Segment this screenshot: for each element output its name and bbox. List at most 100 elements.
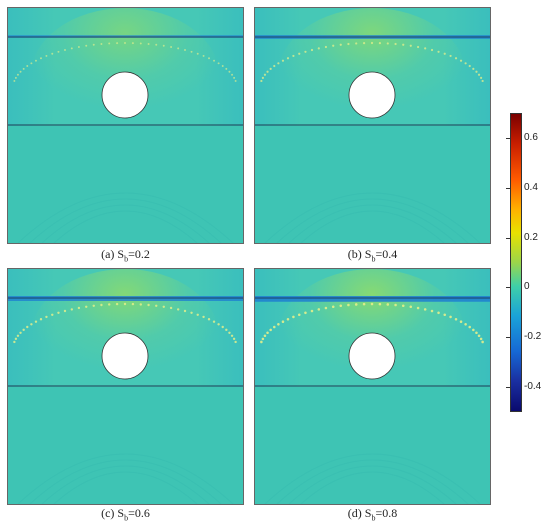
arch-marker [213, 59, 216, 62]
arch-marker [13, 79, 16, 82]
arch-marker [430, 48, 434, 52]
arch-marker [286, 57, 290, 60]
arch-marker [217, 323, 220, 326]
arch-marker [51, 52, 54, 55]
arch-marker [228, 70, 231, 73]
caption-d-label: (d) S [347, 506, 372, 520]
arch-marker [70, 308, 74, 311]
arch-marker [286, 317, 290, 321]
arch-marker [225, 328, 228, 332]
arch-marker [108, 42, 111, 45]
contour-plot-b [255, 8, 490, 243]
arch-marker [298, 52, 301, 55]
arch-marker [155, 304, 158, 307]
arch-marker [449, 54, 452, 58]
arch-marker [22, 328, 25, 332]
arch-marker [477, 334, 481, 338]
arch-marker [273, 325, 276, 329]
colorbar-tick-mark [506, 237, 510, 239]
arch-marker [260, 79, 263, 83]
arch-marker [162, 44, 165, 47]
arch-marker [40, 57, 42, 60]
arch-marker [221, 65, 224, 67]
arch-marker [22, 67, 25, 70]
arch-marker [85, 305, 88, 308]
arch-marker [202, 54, 205, 57]
arch-marker [266, 331, 269, 335]
arch-marker [394, 303, 397, 307]
lower-fan-contour [53, 471, 198, 504]
arch-marker [124, 42, 126, 44]
arch-marker [92, 43, 95, 46]
arch-marker [131, 302, 135, 306]
lower-fan-contour [276, 198, 469, 243]
colorbar-tick-mark [506, 337, 510, 339]
colorbar-tick-label: 0 [524, 281, 530, 293]
caption-d: (d) Sb=0.8 [254, 506, 491, 522]
arch-marker [481, 79, 484, 83]
lower-fan-contour [276, 459, 469, 504]
arch-marker [230, 334, 234, 337]
arch-marker [297, 313, 301, 317]
arch-marker [263, 73, 267, 76]
arch-marker [281, 320, 285, 323]
arch-marker [475, 70, 478, 73]
arch-marker [207, 318, 211, 321]
lower-fan-contour [17, 192, 234, 243]
arch-marker [464, 323, 467, 326]
arch-marker [16, 334, 20, 337]
arch-marker [277, 323, 280, 326]
arch-marker [190, 311, 193, 315]
arch-marker [77, 306, 81, 310]
panel-c [7, 268, 244, 505]
caption-a-value: =0.2 [128, 247, 150, 261]
arch-marker [228, 331, 231, 334]
arch-marker [269, 328, 272, 332]
lower-fan-contour [264, 192, 481, 243]
upper-band [8, 35, 243, 38]
arch-marker [477, 73, 481, 76]
arch-marker [212, 320, 216, 323]
arch-marker [273, 64, 276, 68]
arch-marker [57, 311, 60, 315]
caption-d-sub: b [371, 513, 376, 522]
arch-marker [155, 43, 158, 46]
arch-marker [108, 303, 111, 306]
tunnel-opening [101, 332, 149, 380]
arch-marker [416, 306, 420, 310]
colorbar-tick-mark [506, 137, 510, 139]
arch-marker [57, 50, 60, 53]
arch-marker [16, 73, 19, 76]
arch-marker [45, 54, 48, 57]
arch-marker [139, 42, 142, 45]
arch-marker [208, 57, 210, 60]
arch-marker [19, 331, 22, 334]
lower-fan-contour [264, 453, 481, 504]
arch-marker [402, 43, 405, 46]
arch-marker [63, 309, 67, 313]
arch-marker [409, 305, 413, 309]
arch-marker [394, 42, 397, 46]
arch-marker [324, 306, 328, 310]
arch-marker [123, 302, 127, 306]
arch-marker [480, 76, 483, 79]
tunnel-opening [348, 332, 396, 380]
arch-marker [423, 308, 427, 311]
arch-marker [202, 315, 205, 319]
arch-marker [443, 52, 446, 55]
arch-marker [177, 47, 180, 50]
arch-marker [190, 50, 193, 53]
arch-marker [26, 325, 29, 329]
arch-marker [355, 42, 358, 45]
arch-marker [70, 47, 73, 50]
arch-marker [34, 320, 38, 323]
caption-b-sub: b [371, 254, 376, 264]
lower-fan-contour [288, 204, 457, 243]
lower-fan-contour [17, 453, 234, 504]
arch-marker [304, 311, 307, 315]
arch-marker [437, 50, 440, 53]
caption-a-label: (a) S [101, 247, 125, 261]
arch-marker [233, 76, 236, 79]
arch-marker [409, 44, 412, 47]
arch-marker [162, 305, 165, 308]
